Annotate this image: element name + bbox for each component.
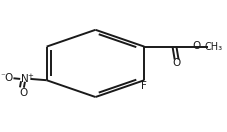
Text: O: O bbox=[173, 58, 181, 68]
Text: +: + bbox=[27, 73, 33, 79]
Text: F: F bbox=[141, 81, 147, 91]
Text: ⁻: ⁻ bbox=[0, 72, 5, 81]
Text: CH₃: CH₃ bbox=[205, 42, 223, 52]
Text: O: O bbox=[192, 41, 201, 51]
Text: O: O bbox=[5, 73, 13, 83]
Text: N: N bbox=[21, 74, 29, 84]
Text: O: O bbox=[20, 88, 28, 98]
